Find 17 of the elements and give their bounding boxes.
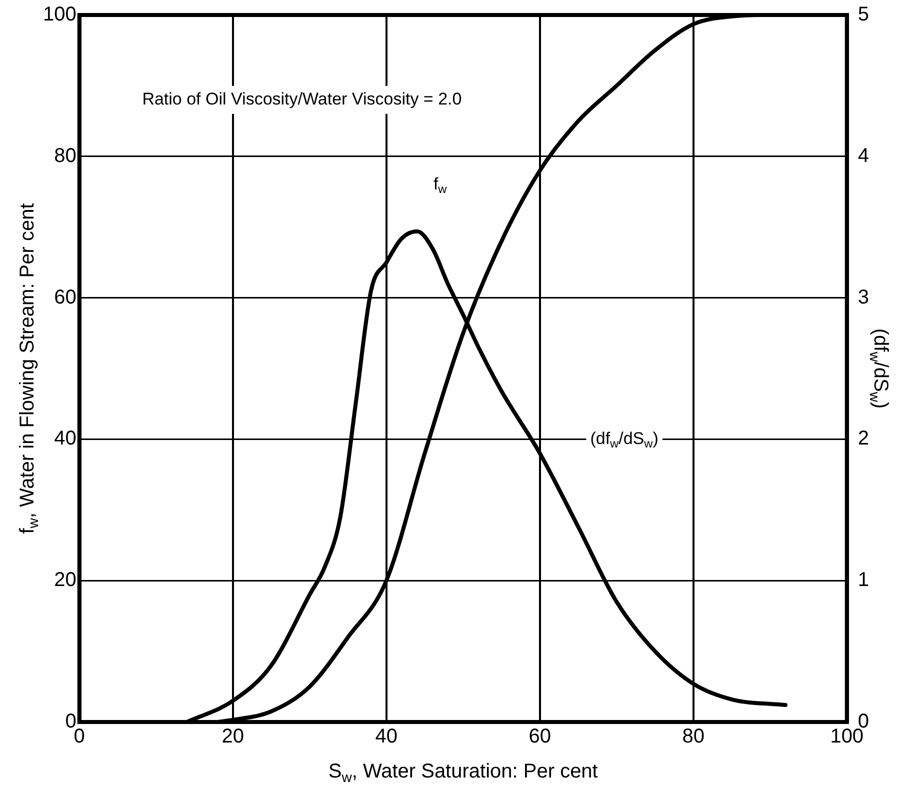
x-tick-label: 80 <box>682 726 704 748</box>
annotation: Ratio of Oil Viscosity/Water Viscosity = 2.0 <box>142 90 462 109</box>
y-tick-label: 60 <box>54 286 76 308</box>
y-axis-title: fw, Water in Flowing Stream: Per cent <box>16 202 41 534</box>
y2-tick-label: 3 <box>858 286 869 308</box>
y2-tick-label: 1 <box>858 569 869 592</box>
y-tick-label: 80 <box>54 144 76 167</box>
x-tick-label: 20 <box>222 726 244 748</box>
y-tick-label: 40 <box>54 428 76 450</box>
x-tick-label: 60 <box>528 726 551 748</box>
y2-tick-label: 5 <box>858 4 869 26</box>
y2-tick-label: 2 <box>858 428 869 450</box>
y-tick-label: 100 <box>42 4 76 26</box>
x-tick-label: 40 <box>375 726 398 748</box>
y2-axis-title: (dfw/dSw) <box>867 328 892 409</box>
y2-tick-label: 4 <box>858 144 869 167</box>
y-tick-label: 20 <box>54 569 76 592</box>
